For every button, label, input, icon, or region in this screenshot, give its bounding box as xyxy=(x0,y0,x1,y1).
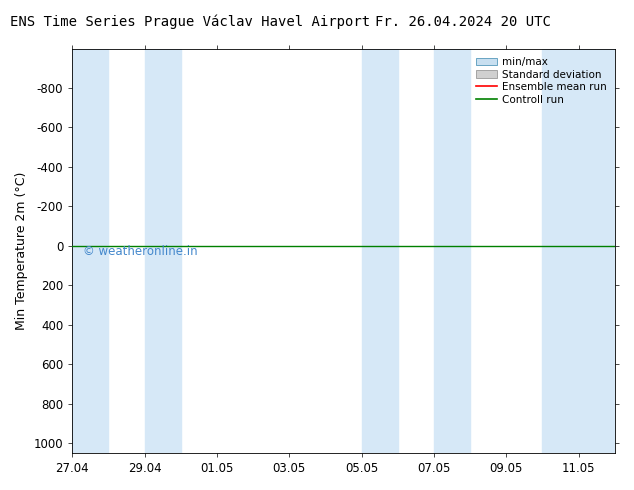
Y-axis label: Min Temperature 2m (°C): Min Temperature 2m (°C) xyxy=(15,172,28,330)
Bar xyxy=(361,49,398,453)
Text: Fr. 26.04.2024 20 UTC: Fr. 26.04.2024 20 UTC xyxy=(375,15,551,29)
Bar xyxy=(543,49,615,453)
Bar xyxy=(145,49,181,453)
Text: © weatheronline.in: © weatheronline.in xyxy=(83,245,198,259)
Bar xyxy=(72,49,108,453)
Bar xyxy=(434,49,470,453)
Legend: min/max, Standard deviation, Ensemble mean run, Controll run: min/max, Standard deviation, Ensemble me… xyxy=(472,54,610,108)
Text: ENS Time Series Prague Václav Havel Airport: ENS Time Series Prague Václav Havel Airp… xyxy=(10,15,370,29)
